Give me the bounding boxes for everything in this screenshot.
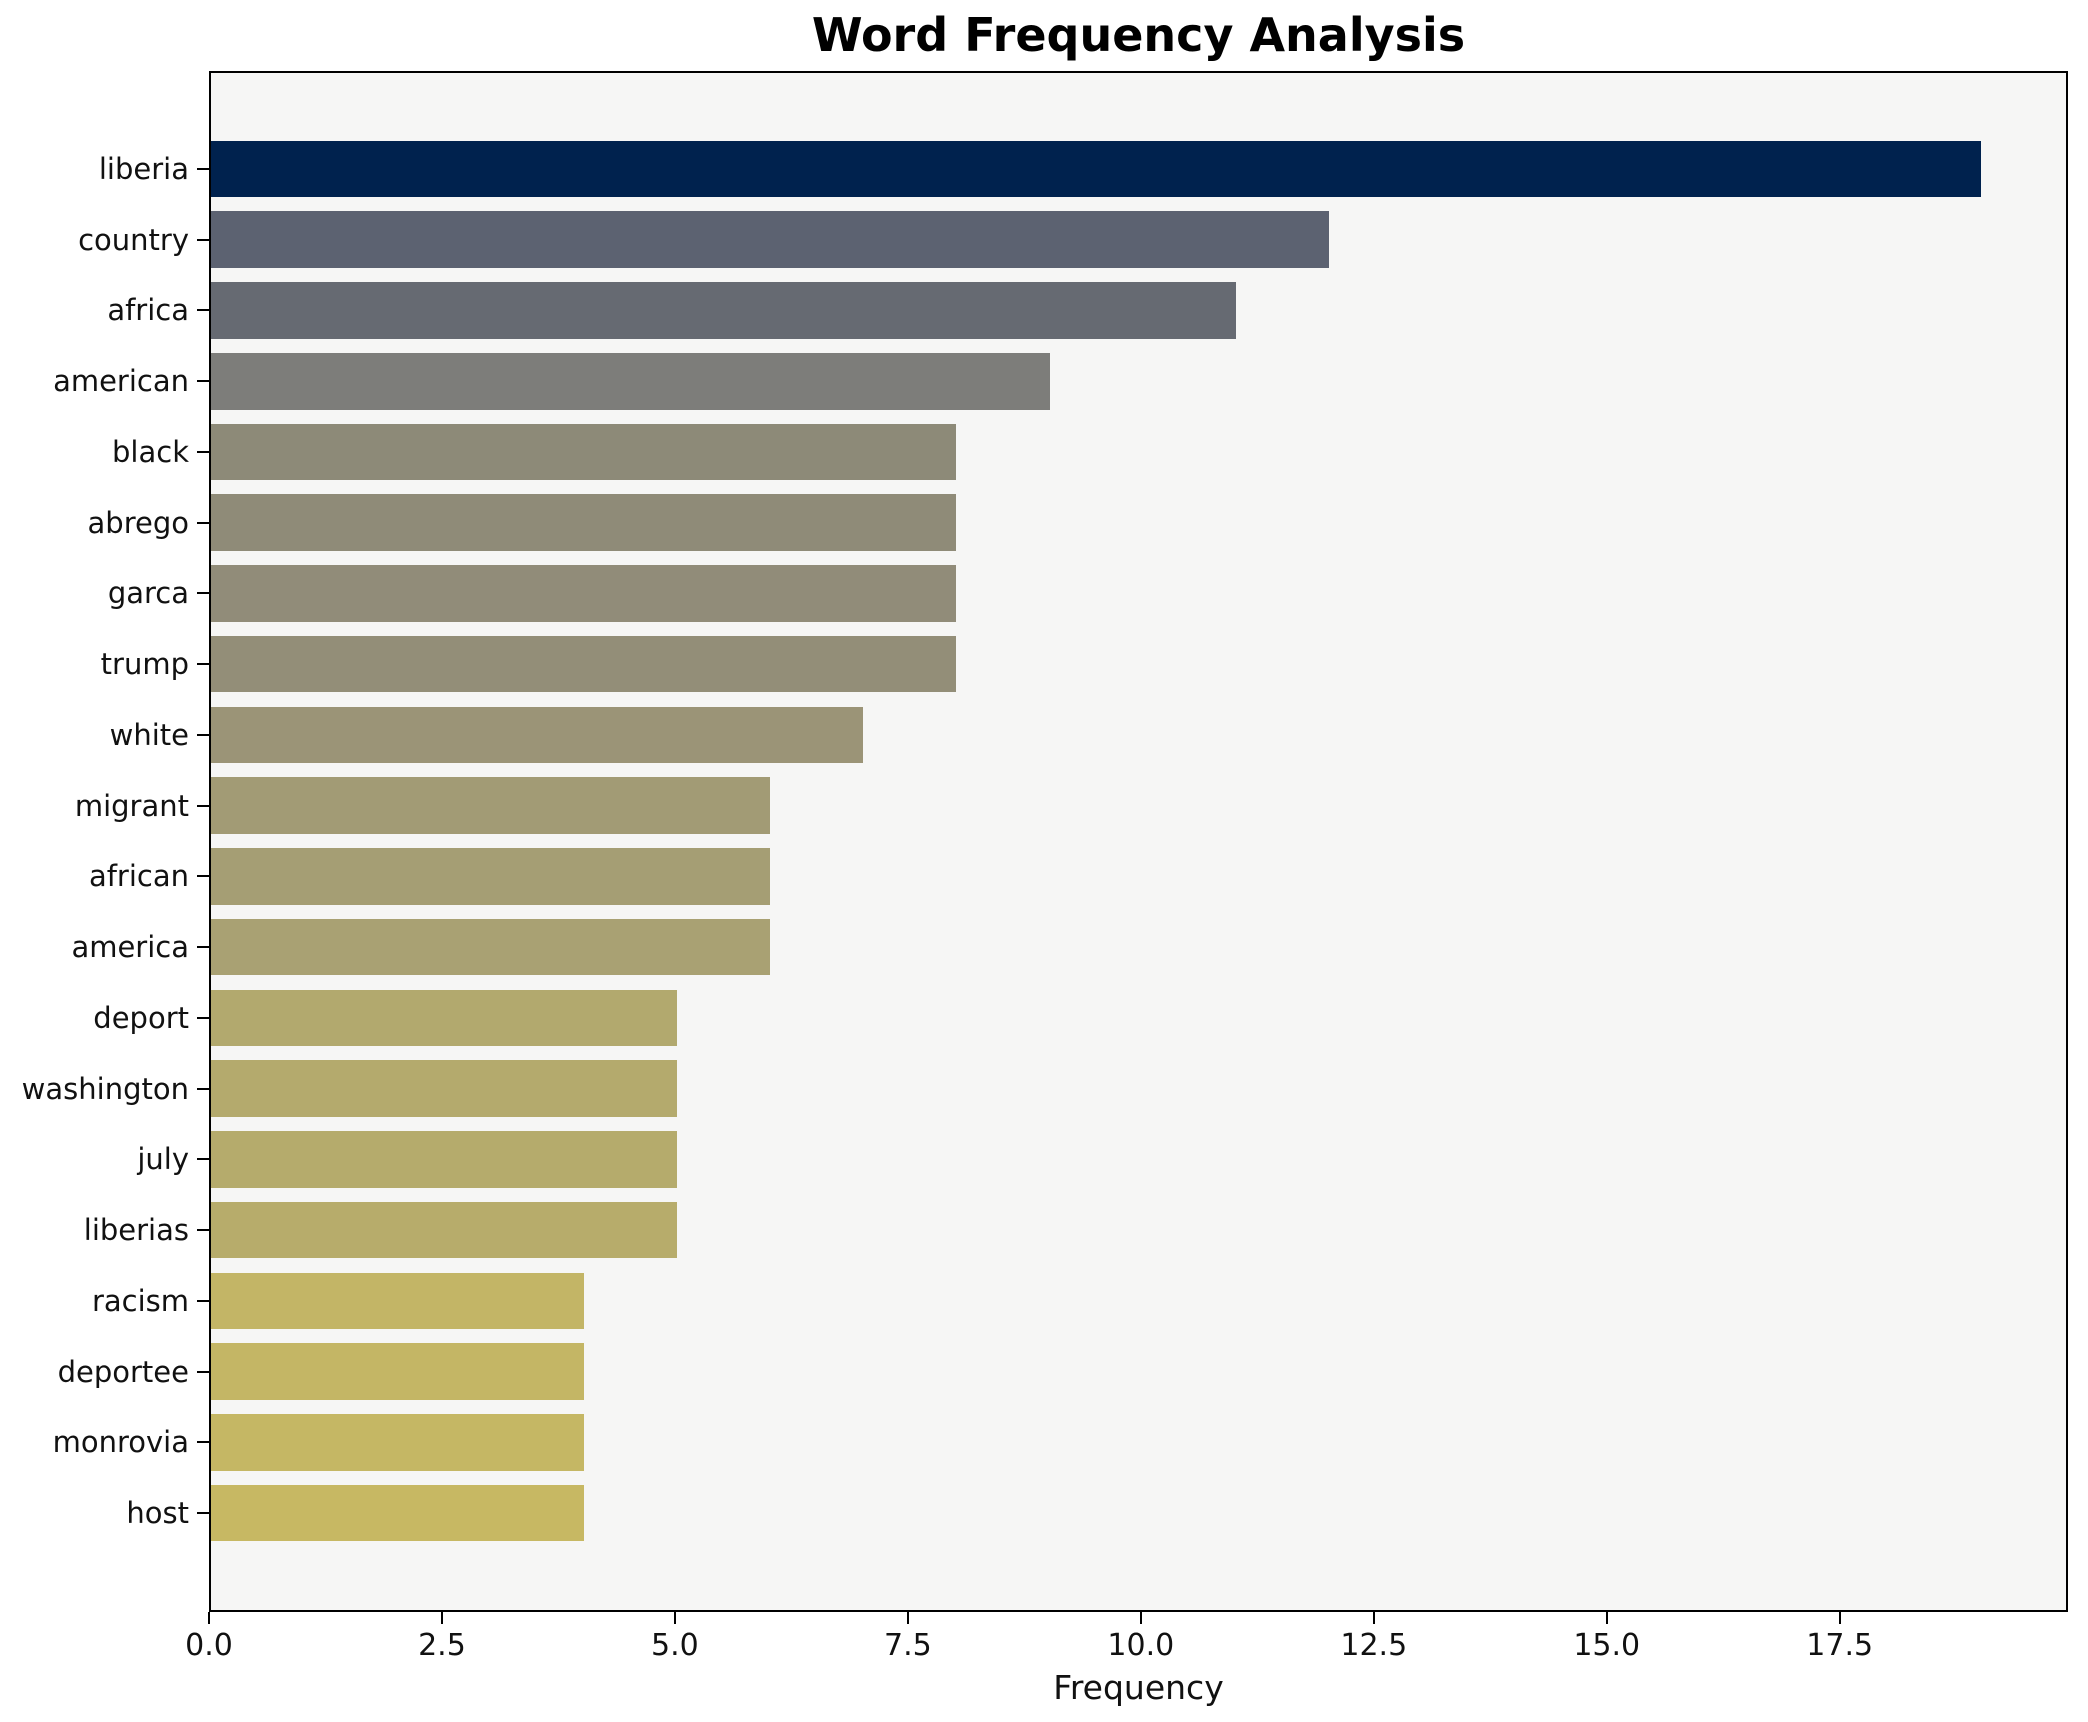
bar-black xyxy=(211,423,957,481)
x-tick-mark xyxy=(673,1612,676,1624)
bar-deportee xyxy=(211,1343,584,1400)
y-tick-mark xyxy=(197,521,209,524)
x-tick-mark xyxy=(440,1612,443,1624)
x-tick-label-0.0: 0.0 xyxy=(185,1628,233,1663)
y-tick-label-liberias: liberias xyxy=(83,1213,189,1248)
y-tick-label-america: america xyxy=(71,930,189,965)
bar-july xyxy=(211,1131,677,1188)
y-tick-mark xyxy=(197,238,209,241)
x-tick-mark xyxy=(1838,1612,1841,1624)
bar-garca xyxy=(211,565,957,622)
x-tick-label-2.5: 2.5 xyxy=(418,1628,466,1663)
y-tick-mark xyxy=(197,733,209,736)
y-tick-label-africa: africa xyxy=(107,293,189,328)
y-tick-label-african: african xyxy=(88,859,189,894)
y-tick-label-racism: racism xyxy=(91,1283,189,1318)
y-tick-mark xyxy=(197,946,209,949)
y-tick-mark xyxy=(197,1512,209,1515)
y-tick-mark xyxy=(197,1370,209,1373)
x-tick-label-15.0: 15.0 xyxy=(1573,1628,1641,1663)
bar-monrovia xyxy=(211,1414,584,1471)
y-tick-label-garca: garca xyxy=(107,576,189,611)
y-tick-mark xyxy=(197,1441,209,1444)
y-tick-label-host: host xyxy=(126,1496,189,1531)
x-tick-label-17.5: 17.5 xyxy=(1806,1628,1874,1663)
y-tick-label-white: white xyxy=(109,717,189,752)
y-tick-mark xyxy=(197,592,209,595)
x-tick-label-10.0: 10.0 xyxy=(1107,1628,1175,1663)
x-tick-label-12.5: 12.5 xyxy=(1340,1628,1408,1663)
bar-deport xyxy=(211,989,677,1047)
bar-africa xyxy=(211,282,1236,339)
y-tick-label-country: country xyxy=(78,222,189,257)
y-tick-mark xyxy=(197,450,209,453)
chart-title: Word Frequency Analysis xyxy=(811,8,1466,62)
x-tick-mark xyxy=(208,1612,210,1624)
bar-liberia xyxy=(211,140,1982,198)
y-tick-mark xyxy=(197,1229,209,1232)
y-tick-label-july: july xyxy=(137,1142,189,1177)
y-tick-mark xyxy=(197,663,209,666)
x-tick-mark xyxy=(1372,1612,1375,1624)
bar-trump xyxy=(211,635,957,693)
y-tick-label-migrant: migrant xyxy=(74,788,189,823)
y-tick-label-american: american xyxy=(53,364,189,399)
x-tick-label-5.0: 5.0 xyxy=(651,1628,699,1663)
y-tick-label-deportee: deportee xyxy=(57,1354,189,1389)
bar-racism xyxy=(211,1272,584,1330)
y-tick-mark xyxy=(197,168,209,170)
bar-host xyxy=(211,1484,584,1542)
y-tick-label-washington: washington xyxy=(21,1071,189,1106)
bar-white xyxy=(211,706,864,764)
y-tick-mark xyxy=(197,1087,209,1090)
x-tick-mark xyxy=(906,1612,909,1624)
y-tick-label-abrego: abrego xyxy=(87,505,189,540)
y-tick-label-deport: deport xyxy=(93,1000,189,1035)
bar-washington xyxy=(211,1060,677,1117)
y-tick-label-monrovia: monrovia xyxy=(52,1425,189,1460)
x-tick-mark xyxy=(1139,1612,1142,1624)
y-tick-mark xyxy=(197,380,209,383)
bar-american xyxy=(211,352,1050,410)
y-tick-mark xyxy=(197,875,209,878)
y-tick-label-black: black xyxy=(112,434,189,469)
y-tick-mark xyxy=(197,1299,209,1302)
plot-area xyxy=(209,71,2068,1612)
x-tick-mark xyxy=(1605,1612,1608,1624)
y-tick-label-trump: trump xyxy=(100,647,189,682)
bar-country xyxy=(211,211,1330,269)
y-tick-label-liberia: liberia xyxy=(98,152,189,186)
x-axis-label: Frequency xyxy=(1053,1668,1224,1707)
bar-liberias xyxy=(211,1201,677,1259)
bar-america xyxy=(211,918,771,976)
x-tick-label-7.5: 7.5 xyxy=(884,1628,932,1663)
bar-migrant xyxy=(211,777,771,834)
y-tick-mark xyxy=(197,1158,209,1161)
y-tick-mark xyxy=(197,1016,209,1019)
bar-african xyxy=(211,848,771,905)
y-tick-mark xyxy=(197,309,209,312)
y-tick-mark xyxy=(197,804,209,807)
bar-abrego xyxy=(211,494,957,551)
